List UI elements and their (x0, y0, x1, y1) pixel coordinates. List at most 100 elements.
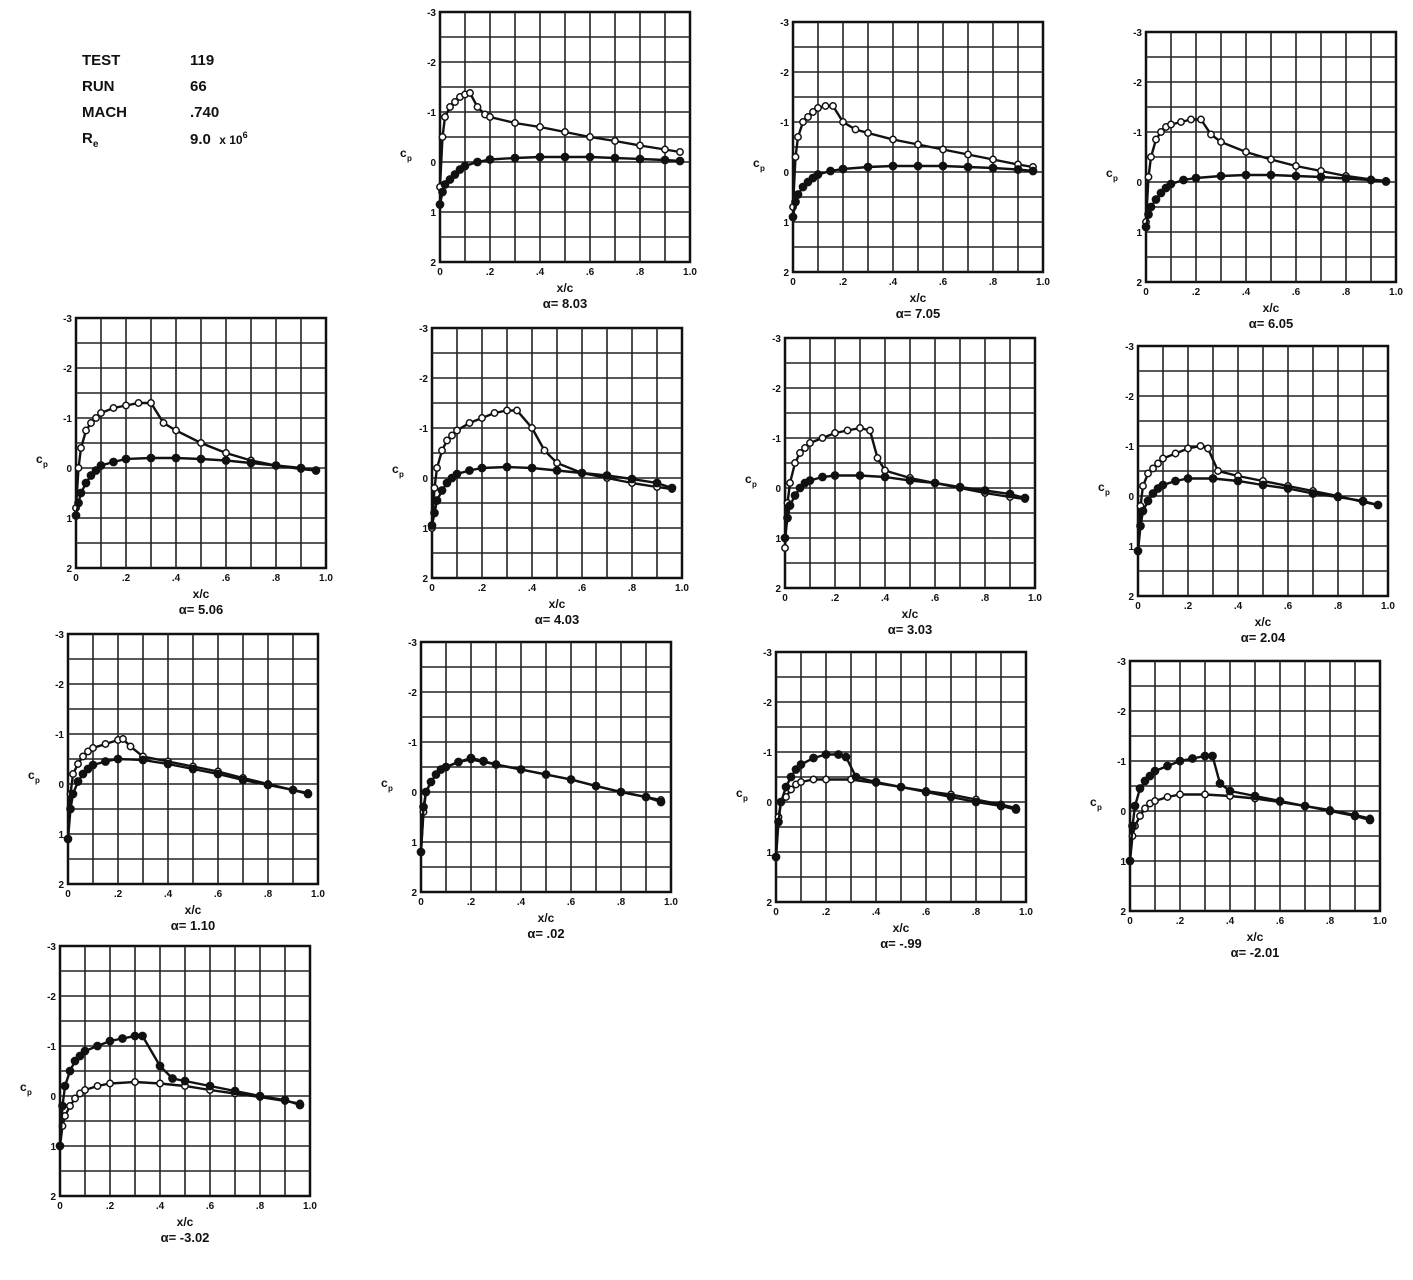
x-tick-label: 0 (790, 277, 796, 288)
lower-surface-point (516, 765, 526, 774)
upper-surface-point (74, 464, 83, 472)
upper-surface-point (797, 778, 805, 786)
lower-surface-point (791, 197, 800, 207)
y-tick-label: -3 (55, 630, 64, 641)
y-tick-label: -1 (419, 424, 428, 435)
lower-surface-point (86, 471, 96, 480)
lower-surface-point (781, 782, 791, 792)
upper-surface-point (809, 108, 817, 116)
lower-surface-point (834, 750, 843, 759)
y-tick-label: -2 (63, 364, 72, 375)
upper-surface-point (82, 426, 90, 435)
lower-surface-point (841, 752, 851, 762)
y-tick-label: 2 (66, 564, 72, 575)
x-axis-label: x/c (538, 911, 555, 925)
lower-surface-line (1128, 754, 1371, 862)
lower-surface-point (591, 781, 601, 791)
upper-surface-line (66, 737, 309, 840)
y-tick-label: 0 (50, 1092, 56, 1103)
lower-surface-point (988, 163, 998, 173)
y-tick-label: -3 (419, 324, 428, 335)
lower-surface-point (821, 750, 831, 759)
upper-surface-point (1171, 449, 1180, 458)
x-tick-label: .4 (881, 593, 890, 604)
x-tick-label: .2 (486, 267, 495, 278)
upper-surface-point (1149, 464, 1157, 473)
y-tick-label: -1 (1133, 128, 1142, 139)
y-tick-label: 0 (422, 474, 428, 485)
x-tick-label: .4 (1226, 916, 1235, 927)
lower-surface-point (1365, 815, 1375, 825)
upper-surface-point (586, 133, 594, 141)
x-axis-label: x/c (1263, 301, 1280, 315)
y-tick-label: -2 (419, 374, 428, 385)
alpha-label: α= -2.01 (1231, 945, 1280, 960)
y-tick-label: 0 (783, 168, 789, 179)
upper-surface-point (1136, 812, 1144, 820)
x-tick-label: 0 (429, 583, 435, 594)
upper-surface-point (809, 775, 818, 784)
x-tick-label: .8 (628, 583, 637, 594)
mach-label: MACH (82, 104, 127, 121)
lower-surface-point (1300, 801, 1310, 811)
upper-surface-point (441, 113, 449, 121)
y-tick-label: 2 (1128, 592, 1134, 603)
y-axis-label: c (400, 146, 407, 160)
lower-surface-point (432, 496, 442, 505)
y-tick-label: -2 (55, 680, 64, 691)
lower-surface-point (105, 1036, 115, 1046)
alpha-label: α= -.99 (880, 936, 922, 951)
x-tick-label: .4 (1242, 287, 1251, 298)
lower-surface-point (280, 1095, 290, 1105)
y-axis-label: c (1106, 166, 1113, 180)
lower-surface-point (441, 762, 451, 772)
lower-surface-point (783, 513, 792, 523)
x-tick-label: .4 (536, 267, 545, 278)
lower-surface-point (1366, 175, 1376, 185)
lower-surface-point (70, 1056, 80, 1066)
x-tick-label: .2 (467, 897, 476, 908)
lower-surface-point (602, 471, 612, 480)
y-tick-label: 1 (1136, 228, 1142, 239)
x-tick-label: 0 (1135, 601, 1141, 612)
reynolds-mantissa: 9.0 (190, 131, 211, 148)
lower-surface-point (610, 153, 620, 163)
lower-surface-point (118, 1034, 127, 1043)
lower-surface-point (437, 486, 447, 495)
y-tick-label: 1 (50, 1142, 56, 1153)
lower-surface-point (776, 797, 786, 807)
x-tick-label: 0 (73, 573, 79, 584)
lower-surface-point (1179, 175, 1188, 185)
x-tick-label: .4 (172, 573, 181, 584)
y-tick-label: 1 (766, 848, 772, 859)
y-axis-label: c (392, 462, 399, 476)
lower-surface-point (1133, 546, 1143, 556)
run-row: RUN 66 (82, 78, 302, 104)
lower-surface-point (74, 498, 83, 508)
upper-surface-point (806, 439, 814, 447)
upper-surface-point (1152, 135, 1160, 144)
x-axis-label: x/c (1255, 615, 1272, 629)
y-tick-label: 0 (766, 798, 772, 809)
lower-surface-point (585, 152, 595, 162)
upper-surface-point (818, 434, 827, 442)
lower-surface-point (826, 166, 835, 176)
upper-surface-point (791, 153, 800, 161)
lower-surface-point (535, 152, 545, 162)
y-tick-label: 2 (766, 898, 772, 909)
y-tick-label: -3 (1117, 657, 1126, 668)
lower-surface-point (427, 521, 437, 530)
upper-surface-point (430, 484, 439, 492)
upper-surface-point (1197, 115, 1205, 124)
y-tick-label: 0 (1120, 807, 1126, 818)
x-tick-label: .6 (931, 593, 940, 604)
x-tick-label: .2 (114, 889, 123, 900)
upper-surface-point (513, 406, 521, 415)
lower-surface-point (946, 792, 956, 802)
y-tick-label: 0 (411, 788, 417, 799)
upper-surface-point (101, 740, 110, 748)
lower-surface-point (1358, 496, 1368, 506)
